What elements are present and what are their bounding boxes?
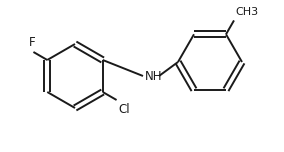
Text: NH: NH [145,69,162,83]
Text: Cl: Cl [118,103,130,116]
Text: CH3: CH3 [235,7,258,17]
Text: F: F [29,36,36,49]
